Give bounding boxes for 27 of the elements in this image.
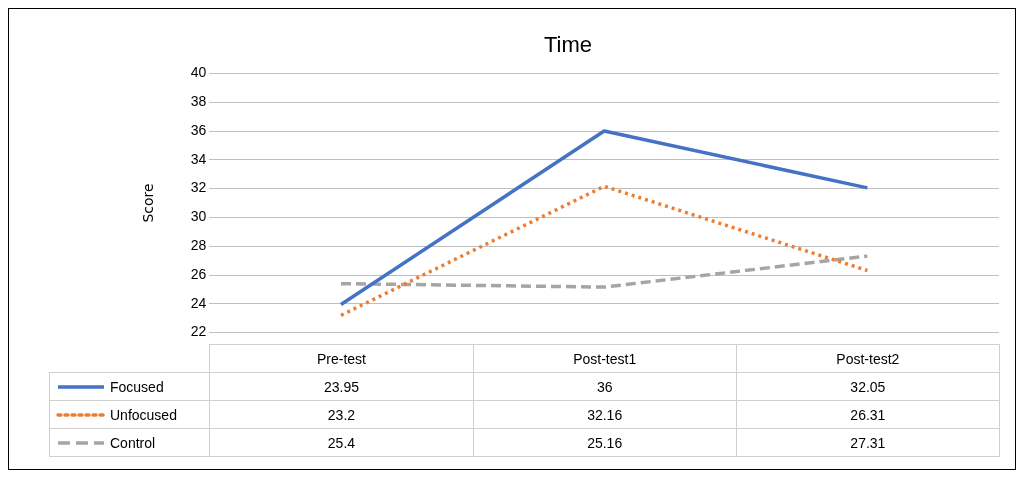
y-tick-label: 36 <box>190 121 207 138</box>
data-label: 32.05 <box>736 372 1000 401</box>
y-tick-label: 38 <box>190 93 207 110</box>
data-label: 25.4 <box>209 428 474 457</box>
data-label: 25.16 <box>473 428 737 457</box>
x-tick-label: Post-test2 <box>736 344 1000 373</box>
data-label: 27.31 <box>736 428 1000 457</box>
chart-title: Time <box>543 32 593 58</box>
data-label: 36 <box>473 372 737 401</box>
y-tick-label: 34 <box>190 150 207 167</box>
y-axis-title: Score <box>140 183 157 223</box>
y-tick-label: 28 <box>190 237 207 254</box>
x-tick-label: Pre-test <box>209 344 474 373</box>
data-label: 23.2 <box>209 400 474 429</box>
data-label: 26.31 <box>736 400 1000 429</box>
x-tick-label: Post-test1 <box>473 344 737 373</box>
y-tick-label: 30 <box>190 208 207 225</box>
y-tick-label: 24 <box>190 294 207 311</box>
y-tick-label: 26 <box>190 265 207 282</box>
y-tick-label: 32 <box>190 179 207 196</box>
legend-label: Focused <box>110 379 164 395</box>
y-tick-label: 40 <box>190 64 207 81</box>
legend-label: Unfocused <box>110 407 177 423</box>
legend-label: Control <box>110 435 156 451</box>
data-label: 23.95 <box>209 372 474 401</box>
data-label: 32.16 <box>473 400 737 429</box>
y-tick-label: 22 <box>190 323 207 340</box>
